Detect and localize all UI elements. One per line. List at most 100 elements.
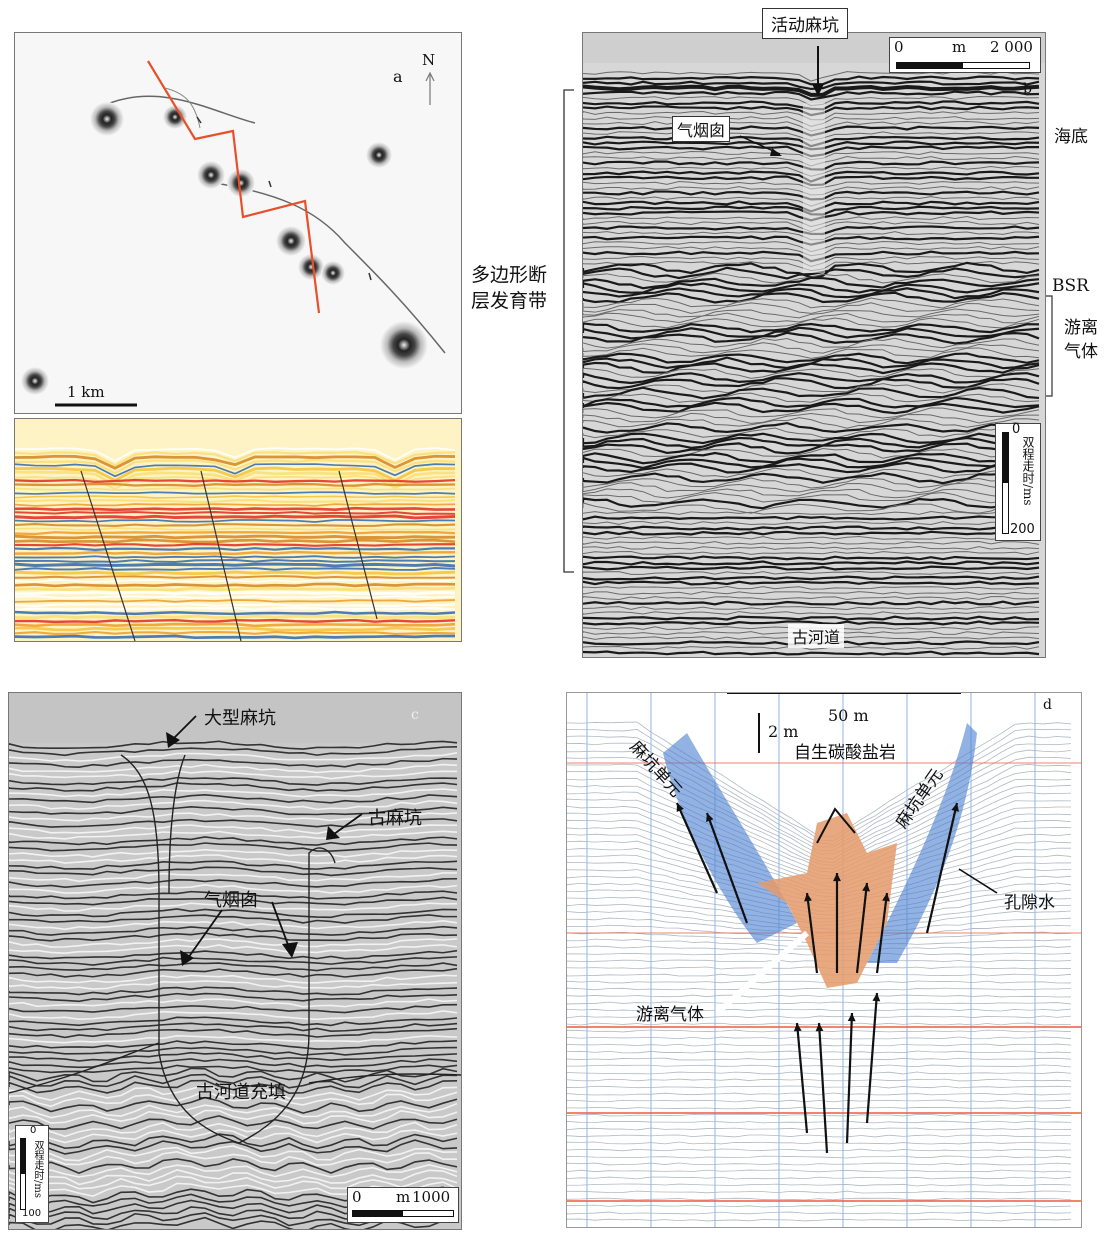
- reflector: [9, 818, 458, 828]
- reflector: [567, 1211, 1072, 1215]
- reflector: [567, 1078, 1072, 1082]
- gas-migration-arrow: [705, 812, 749, 924]
- panel-b-scalebar: 0 m 2 000: [889, 37, 1041, 73]
- pockmark: [298, 254, 324, 280]
- gas-migration-arrow: [865, 992, 879, 1124]
- pockmark: [380, 321, 428, 369]
- reflector: [15, 519, 456, 523]
- reflector: [9, 1051, 458, 1062]
- reflector: [583, 322, 1040, 334]
- reflector: [567, 1120, 1072, 1124]
- reflector: [567, 1127, 1072, 1131]
- reflector: [9, 812, 458, 822]
- pockmark: [227, 169, 255, 197]
- reflector: [9, 860, 458, 870]
- pockmark-unit-left: [663, 733, 797, 943]
- reflector: [9, 938, 458, 948]
- reflector: [567, 1099, 1072, 1103]
- reflector: [567, 1071, 1072, 1075]
- reflector: [15, 495, 456, 499]
- reflector: [9, 877, 458, 888]
- chimney-outline: [120, 754, 336, 1144]
- free-gas-label-b: 游离 气体: [1064, 318, 1098, 362]
- reflector: [9, 986, 458, 996]
- reflector: [583, 297, 1040, 309]
- reflector: [9, 1115, 458, 1130]
- reflector: [583, 591, 1040, 595]
- reflector: [9, 1169, 458, 1186]
- seafloor-label: 海底: [1054, 127, 1088, 147]
- seismic-profile-line: [147, 60, 321, 314]
- reflector: [583, 551, 1040, 555]
- reflector: [567, 1169, 1072, 1173]
- reflector: [583, 442, 1040, 455]
- reflector: [9, 1010, 458, 1021]
- horizontal-scale-label: 50 m: [828, 706, 869, 725]
- panel-c-letter: c: [411, 707, 419, 723]
- reflector: [583, 530, 1040, 536]
- reflector: [583, 312, 1040, 324]
- reflector: [15, 514, 456, 520]
- free-gas-label-d: 游离气体: [636, 1005, 704, 1025]
- reflector: [9, 1175, 458, 1190]
- pore-water-pointer: [958, 868, 998, 894]
- channel-fill-label: 古河道充填: [196, 1082, 286, 1103]
- free-gas-pointer: [715, 930, 809, 1016]
- reflector: [9, 992, 458, 1003]
- reflector: [9, 757, 458, 769]
- reflector: [583, 96, 1040, 107]
- reflector: [583, 521, 1040, 525]
- reflector: [567, 1190, 1072, 1194]
- reflector: [583, 447, 1040, 459]
- reflector: [15, 482, 456, 487]
- reflector: [583, 580, 1040, 586]
- arrow-head: [862, 883, 870, 892]
- reflector: [583, 472, 1040, 485]
- reflector: [15, 470, 456, 487]
- panel-b-seismic-svg: [583, 33, 1045, 656]
- reflector: [9, 1133, 458, 1150]
- reflector: [583, 421, 1040, 434]
- reflector: [567, 987, 1072, 991]
- reflector: [583, 546, 1040, 550]
- reflector: [567, 1204, 1072, 1208]
- reflector: [583, 352, 1040, 365]
- authigenic-carbonate-body: [757, 813, 897, 988]
- arrow-head: [882, 893, 890, 902]
- panel-b-vertical-scale: 0 200 双程走时/ms: [995, 422, 1041, 541]
- reflector: [583, 571, 1040, 575]
- reflector: [15, 599, 456, 603]
- reflector: [567, 1162, 1072, 1166]
- reflector: [583, 436, 1040, 449]
- reflector: [583, 600, 1040, 606]
- zone-bracket: [563, 89, 574, 573]
- gas-migration-arrow: [875, 892, 889, 974]
- reflector: [583, 84, 1040, 97]
- reflector: [15, 447, 456, 463]
- reflector: [567, 1183, 1072, 1187]
- reflector: [9, 1102, 458, 1119]
- panel-c-annotations: [166, 715, 363, 966]
- pockmark-unit-right: [867, 723, 977, 963]
- reflector: [9, 1003, 458, 1014]
- reflector: [583, 377, 1040, 390]
- reflector: [567, 749, 1072, 851]
- scarp-line: [109, 95, 446, 354]
- reflector: [9, 793, 458, 804]
- gas-chimney-zone: [803, 103, 825, 273]
- reflector: [583, 555, 1040, 561]
- reflector: [583, 606, 1040, 610]
- reflector: [583, 75, 1040, 86]
- reflector: [567, 1008, 1072, 1012]
- bsr-label: BSR: [1052, 276, 1089, 296]
- reflector: [583, 488, 1040, 499]
- reflector: [583, 342, 1040, 354]
- reflector: [15, 626, 456, 632]
- pockmark: [163, 105, 187, 129]
- reflector: [9, 1079, 458, 1094]
- reflector: [583, 536, 1040, 540]
- reflector: [583, 575, 1040, 581]
- arrow-head: [833, 873, 841, 882]
- reflector: [567, 1057, 1072, 1061]
- reflector: [9, 782, 458, 792]
